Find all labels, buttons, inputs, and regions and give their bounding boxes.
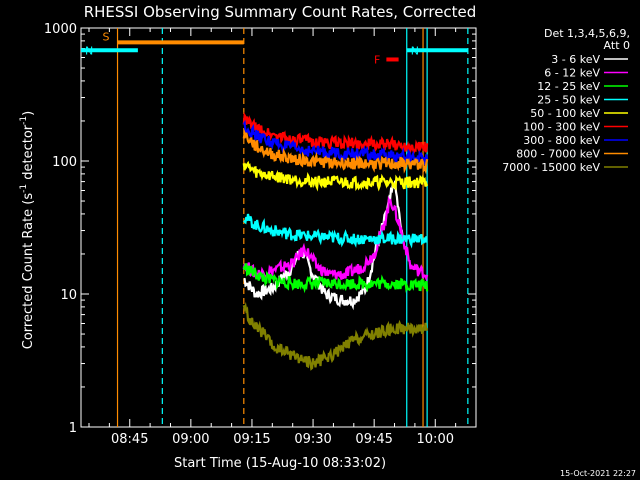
plot-area: 1 10 100 1000 08:45 09:00 09:15 09:30 09:45 10:00… [44, 22, 477, 447]
x-tick-label: 10:00 [417, 432, 454, 447]
legend-entry-label: 3 - 6 keV [551, 53, 600, 66]
legend-entry-label: 50 - 100 keV [530, 107, 600, 120]
legend-header: Att 0 [604, 39, 630, 52]
axes-frame [80, 27, 477, 428]
series-line [242, 111, 429, 155]
legend-entry-label: 800 - 7000 keV [516, 148, 600, 161]
x-axis-label: Start Time (15-Aug-10 08:33:02) [174, 456, 386, 471]
series-line [242, 128, 429, 175]
series-line [242, 160, 429, 192]
y-tick-label: 10 [60, 288, 77, 303]
legend-entry-label: 25 - 50 keV [537, 94, 600, 107]
y-axis-label-part: -1 [19, 116, 29, 125]
x-tick-label: 09:15 [233, 432, 270, 447]
series-line [242, 301, 429, 371]
legend-entry-label: 300 - 800 keV [523, 134, 600, 147]
y-tick-label: 100 [52, 155, 77, 170]
x-tick-label: 09:30 [294, 432, 331, 447]
y-axis-label-part: -1 [19, 184, 29, 193]
series-line [242, 119, 429, 166]
y-axis-label-part: ) [21, 111, 36, 116]
x-tick-label: 09:00 [172, 432, 209, 447]
interval-label: S [103, 30, 110, 43]
interval-label: F [374, 53, 380, 66]
legend-entry-label: 12 - 25 keV [537, 80, 600, 93]
y-axis-label-part: Corrected Count Rate (s [21, 193, 36, 350]
timestamp: 15-Oct-2021 22:27 [560, 469, 636, 478]
series-line [243, 213, 428, 249]
y-tick-label: 1000 [44, 22, 77, 37]
chart-title: RHESSI Observing Summary Count Rates, Co… [84, 3, 477, 21]
series-line [243, 180, 404, 311]
interval-label: N [85, 44, 93, 57]
legend-entry-label: 6 - 12 keV [544, 67, 600, 80]
y-axis-label-part: detector [21, 124, 36, 184]
x-tick-label: 09:45 [355, 432, 392, 447]
x-tick-label: 08:45 [111, 432, 148, 447]
series-line [242, 195, 429, 283]
legend-entry-label: 100 - 300 keV [523, 121, 600, 134]
interval-label: N [411, 44, 419, 57]
series-line [242, 263, 429, 294]
legend-entry-label: 7000 - 15000 keV [502, 161, 600, 174]
legend-header: Det 1,3,4,5,6,9, [544, 27, 630, 40]
y-tick-label: 1 [69, 421, 77, 436]
y-axis-label: Corrected Count Rate (s-1 detector-1) [19, 111, 36, 349]
